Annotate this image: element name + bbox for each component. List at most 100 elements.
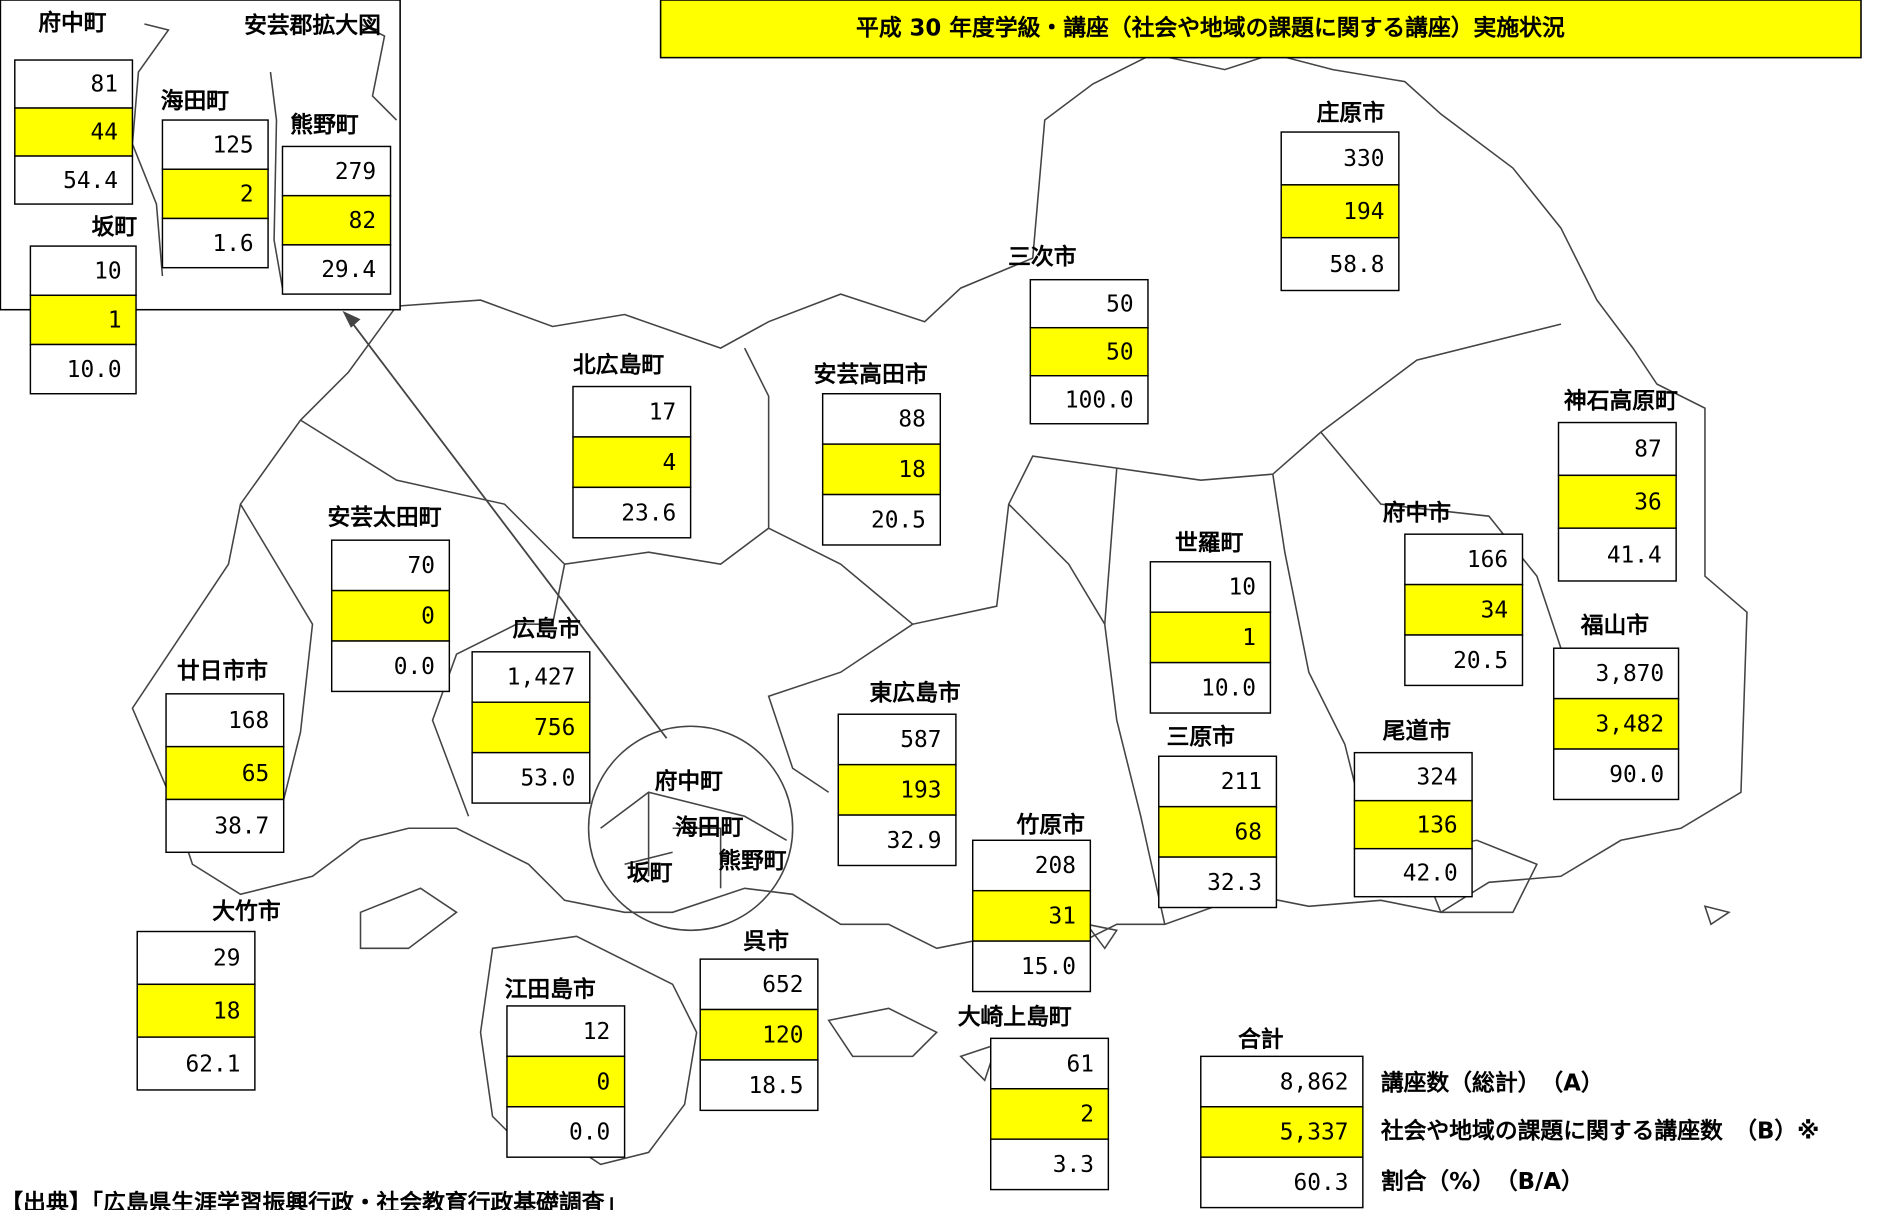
- cell: [1149, 661, 1272, 714]
- cell-value: 324: [1416, 764, 1457, 790]
- cell: [971, 889, 1092, 942]
- cell: [1552, 647, 1680, 700]
- area-name: 大竹市: [212, 898, 281, 925]
- cell-value: 31: [1048, 904, 1075, 930]
- cell-value: 1: [108, 308, 122, 334]
- cell: [1552, 697, 1680, 750]
- cell: [1158, 755, 1278, 808]
- cell: [506, 1005, 626, 1058]
- cell: [281, 194, 392, 246]
- source: 【出典】「広島県生涯学習振興行政・社会教育行政基礎調査」: [0, 1189, 627, 1210]
- cell-value: 211: [1221, 769, 1262, 795]
- area-name: 神石高原町: [1564, 388, 1678, 415]
- cell-value: 82: [349, 208, 376, 234]
- locator-label: 坂町: [627, 860, 673, 886]
- cell: [1353, 799, 1473, 850]
- cell-value: 12: [583, 1019, 610, 1045]
- area-name: 大崎上島町: [958, 1003, 1072, 1030]
- cell: [989, 1037, 1110, 1090]
- cell-value: 34: [1481, 598, 1508, 624]
- cell: [281, 145, 392, 197]
- legend-text: 講座数（総計） （A）: [1381, 1069, 1604, 1096]
- cell-value: 29: [213, 946, 240, 972]
- cell: [1353, 847, 1473, 898]
- cell-value: 54.4: [63, 168, 118, 194]
- cell: [506, 1055, 626, 1108]
- total-label: 合計: [1238, 1026, 1284, 1053]
- map-outline: [131, 53, 1748, 1166]
- cell-value: 50: [1106, 291, 1133, 317]
- cell-value: 125: [212, 132, 253, 158]
- cell: [1200, 1106, 1364, 1158]
- cell-value: 60.3: [1294, 1170, 1349, 1196]
- area-name: 坂町: [92, 215, 138, 241]
- cell-value: 2: [240, 182, 254, 208]
- cell: [165, 798, 285, 854]
- cell: [572, 436, 692, 489]
- cell-value: 32.3: [1207, 870, 1262, 896]
- cell-value: 58.8: [1330, 252, 1385, 278]
- cell: [29, 343, 137, 395]
- cell: [989, 1088, 1110, 1140]
- cell-value: 136: [1416, 812, 1457, 838]
- cell-value: 18: [213, 998, 240, 1024]
- cell: [281, 244, 392, 295]
- area-name: 安芸高田市: [814, 361, 928, 388]
- cell: [989, 1138, 1110, 1191]
- legend-text: 社会や地域の課題に関する講座数 （B）※: [1381, 1117, 1819, 1144]
- cell-value: 194: [1343, 199, 1384, 225]
- area-name: 安芸太田町: [328, 504, 442, 531]
- cell-value: 36: [1634, 489, 1661, 515]
- area-name: 熊野町: [290, 112, 359, 139]
- inset-title: 安芸郡拡大図: [244, 12, 381, 39]
- area-name: 府中町: [38, 10, 107, 37]
- cell: [1280, 131, 1400, 186]
- cell-value: 15.0: [1021, 954, 1076, 980]
- cell: [471, 751, 591, 804]
- cell: [330, 589, 451, 642]
- cell: [1149, 611, 1272, 664]
- cell-value: 20.5: [871, 507, 926, 533]
- area-name: 世羅町: [1175, 530, 1244, 556]
- cell-value: 53.0: [520, 766, 575, 792]
- cell: [1404, 634, 1524, 687]
- cell: [506, 1106, 626, 1158]
- cell: [1280, 236, 1400, 292]
- cell-value: 3,482: [1596, 712, 1665, 738]
- cell-value: 0.0: [394, 654, 435, 680]
- cell: [837, 814, 957, 867]
- cell-value: 10: [94, 258, 121, 284]
- cell: [821, 393, 942, 445]
- area-name: 尾道市: [1383, 718, 1452, 745]
- cell-value: 5,337: [1280, 1120, 1349, 1146]
- cell-value: 120: [762, 1022, 803, 1048]
- cell-value: 587: [900, 727, 941, 753]
- cell-value: 87: [1634, 437, 1661, 463]
- cell: [572, 385, 692, 438]
- cell: [161, 119, 269, 170]
- cell-value: 1,427: [507, 665, 576, 691]
- cell-value: 81: [91, 72, 118, 98]
- cell-value: 61: [1066, 1051, 1093, 1077]
- cell-value: 0.0: [569, 1120, 610, 1146]
- cell: [1353, 751, 1473, 802]
- cell: [1149, 561, 1272, 613]
- cell-value: 0: [421, 604, 435, 630]
- cell-value: 10: [1229, 575, 1256, 601]
- area-name: 竹原市: [1016, 811, 1086, 838]
- cell: [1404, 533, 1524, 586]
- cell: [14, 155, 134, 205]
- cell-value: 10.0: [67, 357, 122, 383]
- cell: [136, 1036, 256, 1091]
- locator-label: 府中町: [655, 768, 724, 795]
- area-name: 三次市: [1008, 244, 1077, 271]
- title-box: [659, 0, 1862, 59]
- cell-value: 652: [762, 972, 803, 998]
- cell: [165, 745, 285, 801]
- cell: [1200, 1055, 1364, 1108]
- cell-value: 1: [1242, 625, 1256, 651]
- cell-value: 62.1: [186, 1051, 241, 1077]
- cell-value: 68: [1235, 820, 1262, 846]
- cell-value: 3,870: [1596, 661, 1665, 687]
- title: 平成 30 年度学級・講座（社会や地域の課題に関する講座）実施状況: [856, 14, 1565, 41]
